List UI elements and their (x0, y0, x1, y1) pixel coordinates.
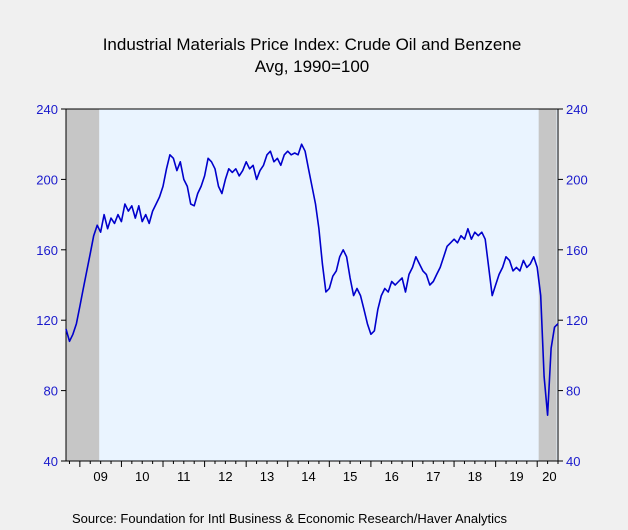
x-tick-label-18: 18 (468, 469, 482, 484)
plot-frame (65, 108, 559, 462)
y-tick-label-right: 80 (566, 384, 580, 399)
y-tick-label-left: 40 (44, 454, 58, 469)
y-tick-label-right: 40 (566, 454, 580, 469)
y-axis-left: 40 80 120 160 200 240 (36, 102, 66, 469)
y-tick-label-right: 120 (566, 313, 588, 328)
chart-subtitle: Avg, 1990=100 (255, 57, 370, 76)
y-tick-label-left: 80 (44, 384, 58, 399)
x-tick-label-11: 11 (177, 469, 191, 484)
x-tick-label-16: 16 (384, 469, 398, 484)
x-tick-label-09: 09 (93, 469, 107, 484)
recession-band-0 (66, 109, 100, 461)
y-tick-label-left: 120 (36, 313, 58, 328)
y-tick-label-right: 160 (566, 243, 588, 258)
x-tick-label-20: 20 (542, 469, 556, 484)
plot-background (66, 109, 558, 461)
x-tick-label-15: 15 (343, 469, 357, 484)
x-tick-label-14: 14 (301, 469, 315, 484)
recession-shading (66, 109, 557, 461)
x-axis: 09 10 11 12 13 14 15 16 17 18 19 20 (68, 461, 559, 484)
y-axis-right: 40 80 120 160 200 240 (558, 102, 588, 469)
x-tick-label-10: 10 (135, 469, 149, 484)
recession-band-1 (538, 109, 557, 461)
x-tick-label-12: 12 (218, 469, 232, 484)
series-line-crude-oil-benzene (65, 143, 559, 416)
source-note: Source: Foundation for Intl Business & E… (72, 511, 507, 526)
chart-title: Industrial Materials Price Index: Crude … (103, 35, 522, 54)
y-tick-label-left: 240 (36, 102, 58, 117)
x-tick-label-17: 17 (426, 469, 440, 484)
y-tick-label-right: 200 (566, 172, 588, 187)
plot-area: 40 80 120 160 200 240 40 80 120 160 200 240 09 10 11… (36, 102, 587, 484)
y-tick-label-right: 240 (566, 102, 588, 117)
x-tick-label-19: 19 (509, 469, 523, 484)
y-tick-label-left: 160 (36, 243, 58, 258)
y-tick-label-left: 200 (36, 172, 58, 187)
x-tick-label-13: 13 (260, 469, 274, 484)
